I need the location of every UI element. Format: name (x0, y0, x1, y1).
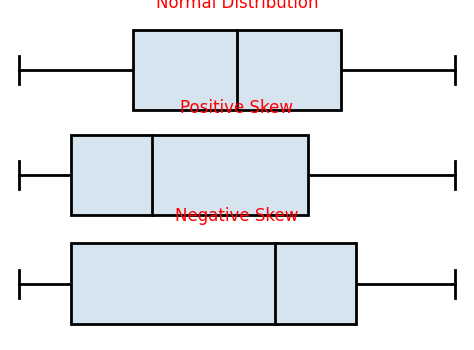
Bar (71, 243, 356, 324)
Text: Normal Distribution: Normal Distribution (156, 0, 318, 12)
Bar (133, 30, 341, 110)
Bar (71, 135, 308, 215)
Text: Negative Skew: Negative Skew (175, 207, 299, 225)
Text: Positive Skew: Positive Skew (181, 99, 293, 117)
